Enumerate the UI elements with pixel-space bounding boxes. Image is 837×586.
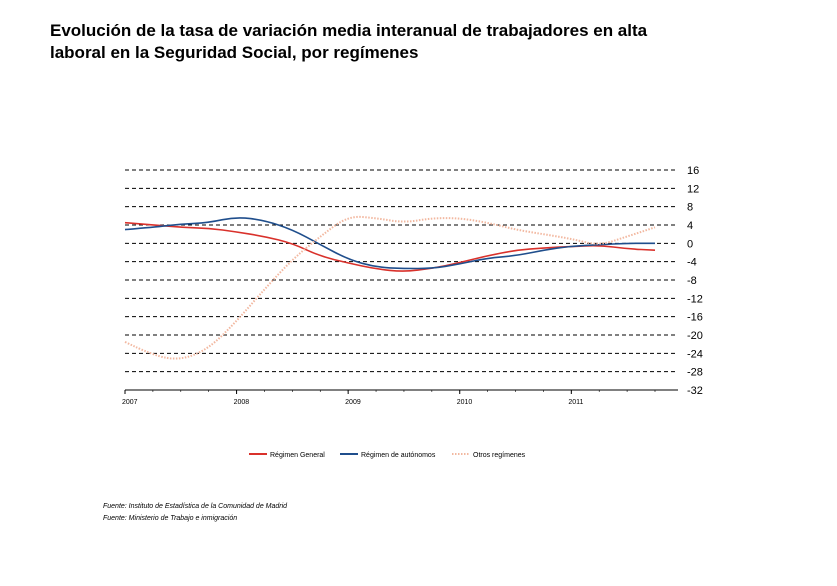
series-line-2 — [124, 217, 655, 270]
source-note-1: Fuente: Instituto de Estadística de la C… — [103, 503, 288, 510]
y-tick-label: 12 — [687, 183, 699, 195]
chart-title-line-2: laboral en la Seguridad Social, por regí… — [50, 43, 419, 62]
y-tick-label: -8 — [687, 275, 697, 287]
y-tick-label: 0 — [687, 238, 693, 250]
y-tick-label: -32 — [687, 385, 703, 397]
y-tick-label: -16 — [687, 312, 703, 324]
y-tick-label: 8 — [687, 202, 693, 214]
source-note-2: Fuente: Ministerio de Trabajo e inmigrac… — [103, 515, 238, 522]
y-tick-label: 16 — [687, 165, 699, 177]
x-tick-label: 2007 — [122, 399, 138, 406]
legend-label-2: Régimen de autónomos — [361, 452, 436, 459]
x-tick-label: 2010 — [457, 399, 473, 406]
y-tick-label: 4 — [687, 220, 693, 232]
x-tick-label: 2011 — [568, 399, 583, 406]
x-tick-label: 2009 — [345, 399, 361, 406]
chart-title-line-1: Evolución de la tasa de variación media … — [50, 21, 648, 40]
legend-label-3: Otros regímenes — [473, 452, 526, 459]
y-tick-label: -28 — [687, 367, 703, 379]
y-tick-label: -20 — [687, 330, 703, 342]
y-tick-label: -4 — [687, 257, 697, 269]
y-tick-label: -12 — [687, 293, 703, 305]
x-tick-label: 2008 — [234, 399, 250, 406]
legend-label-1: Régimen General — [270, 452, 325, 459]
y-tick-label: -24 — [687, 348, 703, 360]
series-line-3 — [124, 215, 656, 360]
chart-title: Evolución de la tasa de variación media … — [50, 20, 766, 64]
series-line-1 — [124, 221, 656, 272]
